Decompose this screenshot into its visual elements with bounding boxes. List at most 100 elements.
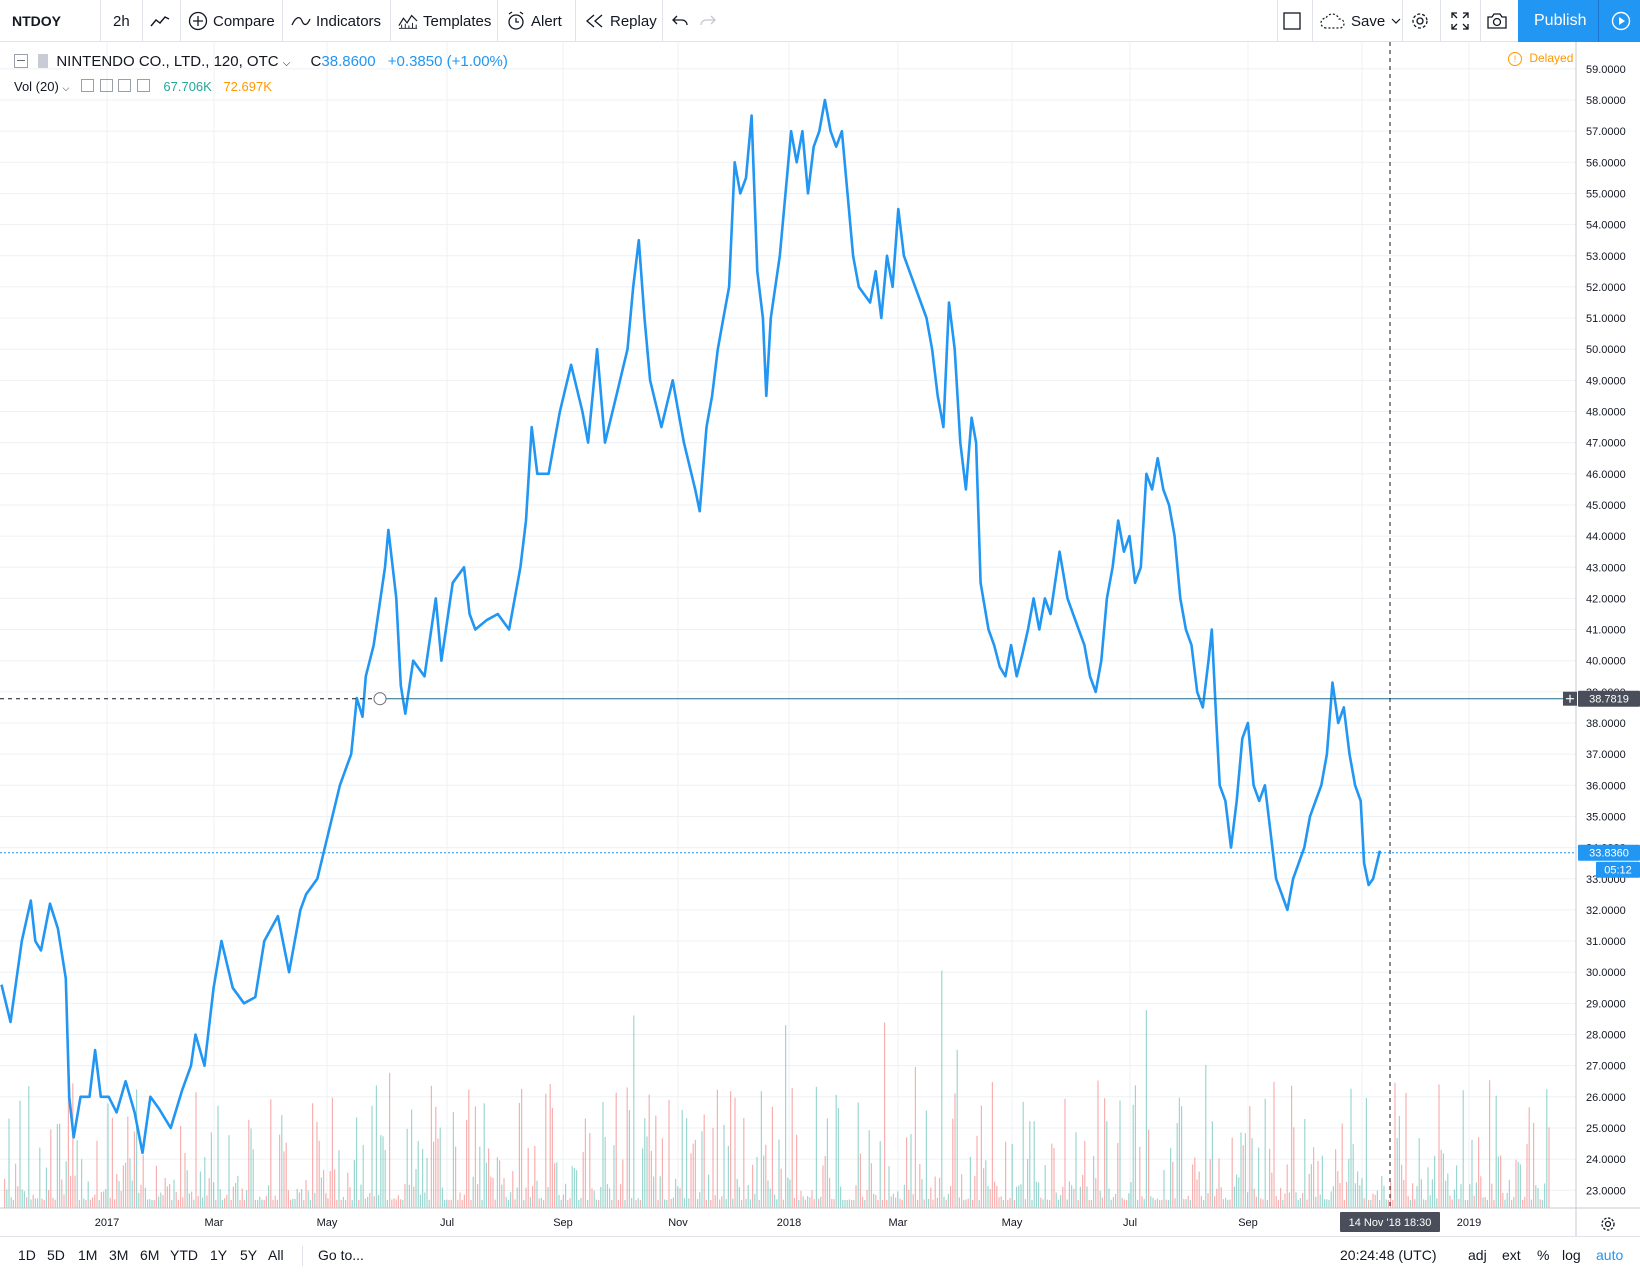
compare-button[interactable]: Compare <box>188 0 275 42</box>
utc-clock[interactable]: 20:24:48 (UTC) <box>1340 1247 1437 1263</box>
toggle-percent[interactable]: % <box>1537 1247 1550 1263</box>
volume-bar <box>950 1186 952 1208</box>
interval-button[interactable]: 2h <box>113 0 130 42</box>
range-6m[interactable]: 6M <box>140 1247 160 1263</box>
volume-bar <box>1183 1199 1185 1208</box>
volume-bar <box>1022 1101 1024 1208</box>
volume-bar <box>591 1188 593 1208</box>
volume-bar <box>934 1176 936 1208</box>
volume-bar <box>1361 1178 1363 1208</box>
volume-bar <box>705 1199 707 1208</box>
volume-bar <box>756 1157 758 1208</box>
volume-bar <box>1541 1199 1543 1208</box>
toggle-log[interactable]: log <box>1562 1247 1581 1263</box>
save-button[interactable]: Save <box>1320 0 1402 42</box>
settings-button[interactable] <box>1410 0 1430 42</box>
collapse-icon[interactable] <box>14 54 28 68</box>
toggle-adj[interactable]: adj <box>1468 1247 1487 1263</box>
volume-bar <box>224 1198 226 1208</box>
range-ytd[interactable]: YTD <box>170 1247 198 1263</box>
range-1y[interactable]: 1Y <box>210 1247 228 1263</box>
gear-center <box>1604 1220 1612 1228</box>
volume-bar <box>39 1147 41 1208</box>
eye-icon[interactable] <box>80 79 94 92</box>
volume-bar <box>1277 1200 1279 1208</box>
toggle-auto[interactable]: auto <box>1596 1247 1624 1263</box>
volume-bar <box>342 1196 344 1208</box>
volume-bar <box>1297 1199 1299 1208</box>
volume-bar <box>41 1198 43 1208</box>
close-icon[interactable] <box>136 79 150 92</box>
volume-bar <box>851 1199 853 1208</box>
volume-bar <box>1238 1177 1240 1208</box>
volume-bar <box>1460 1184 1462 1208</box>
volume-bar <box>1370 1199 1372 1208</box>
gear-icon[interactable] <box>99 79 113 92</box>
symbol-title[interactable]: NINTENDO CO., LTD., 120, OTC <box>56 53 279 70</box>
volume-bar <box>1099 1190 1101 1208</box>
symbol-search-button[interactable]: NTDOY <box>12 0 61 42</box>
range-3m[interactable]: 3M <box>109 1247 129 1263</box>
volume-bar <box>468 1089 470 1208</box>
range-5y[interactable]: 5Y <box>240 1247 258 1263</box>
chevron-down-icon[interactable]: ⌵ <box>62 83 70 93</box>
volume-bar <box>351 1199 353 1208</box>
range-1m[interactable]: 1M <box>78 1247 98 1263</box>
volume-bar <box>822 1165 824 1208</box>
volume-bar <box>725 1199 727 1208</box>
price-chart[interactable]: 23.0000 24.0000 25.0000 26.0000 27.0000 28.00… <box>0 42 1640 1236</box>
volume-bar <box>1519 1164 1521 1208</box>
delayed-badge[interactable]: ! Delayed <box>1508 51 1573 66</box>
volume-bar <box>589 1132 591 1208</box>
volume-bar <box>1346 1181 1348 1208</box>
volume-bar <box>879 1141 881 1208</box>
axes: 23.0000 24.0000 25.0000 26.0000 27.0000 28.00… <box>0 42 1640 1236</box>
volume-bar <box>127 1116 129 1208</box>
volume-bar <box>1471 1139 1473 1208</box>
volume-bar <box>347 1172 349 1208</box>
volume-bar <box>259 1196 261 1208</box>
volume-bar <box>769 1188 771 1208</box>
alert-button[interactable]: Alert <box>506 0 562 42</box>
layout-button[interactable] <box>1282 0 1302 42</box>
volume-bar <box>1181 1106 1183 1208</box>
y-tick-label: 58.0000 <box>1586 95 1626 107</box>
volume-bar <box>257 1199 259 1208</box>
indicators-button[interactable]: Indicators <box>291 0 381 42</box>
undo-button[interactable] <box>670 0 690 42</box>
volume-bar <box>1379 1199 1381 1208</box>
more-icon[interactable] <box>118 79 132 92</box>
volume-bar <box>972 1199 974 1208</box>
volume-bar <box>1440 1149 1442 1208</box>
fullscreen-button[interactable] <box>1450 0 1470 42</box>
volume-bar <box>400 1199 402 1208</box>
chevron-down-icon[interactable]: ⌵ <box>282 58 291 69</box>
play-circle-icon[interactable] <box>1611 11 1631 36</box>
volume-bar <box>1405 1092 1407 1208</box>
toggle-ext[interactable]: ext <box>1502 1247 1521 1263</box>
range-5d[interactable]: 5D <box>47 1247 65 1263</box>
volume-bar <box>1348 1158 1350 1208</box>
snapshot-button[interactable] <box>1487 0 1507 42</box>
volume-bar <box>840 1186 842 1208</box>
range-1d[interactable]: 1D <box>18 1247 36 1263</box>
range-all[interactable]: All <box>268 1247 284 1263</box>
price-line <box>0 98 1382 1155</box>
volume-bar <box>697 1199 699 1208</box>
y-tick-label: 36.0000 <box>1586 780 1626 792</box>
goto-button[interactable]: Go to... <box>318 1247 364 1263</box>
replay-button[interactable]: Replay <box>585 0 657 42</box>
templates-button[interactable]: Templates <box>398 0 491 42</box>
redo-button[interactable] <box>698 0 718 42</box>
volume-bar <box>890 1196 892 1208</box>
volume-bar <box>576 1170 578 1208</box>
volume-bar <box>980 1105 982 1208</box>
volume-bar <box>1396 1138 1398 1208</box>
volume-bar <box>765 1144 767 1208</box>
volume-bar <box>61 1179 63 1208</box>
volume-bar <box>551 1107 553 1208</box>
publish-button[interactable]: Publish <box>1518 0 1640 42</box>
volume-bar <box>681 1109 683 1208</box>
chart-style-button[interactable] <box>150 0 170 42</box>
volume-label[interactable]: Vol (20) <box>14 79 59 94</box>
